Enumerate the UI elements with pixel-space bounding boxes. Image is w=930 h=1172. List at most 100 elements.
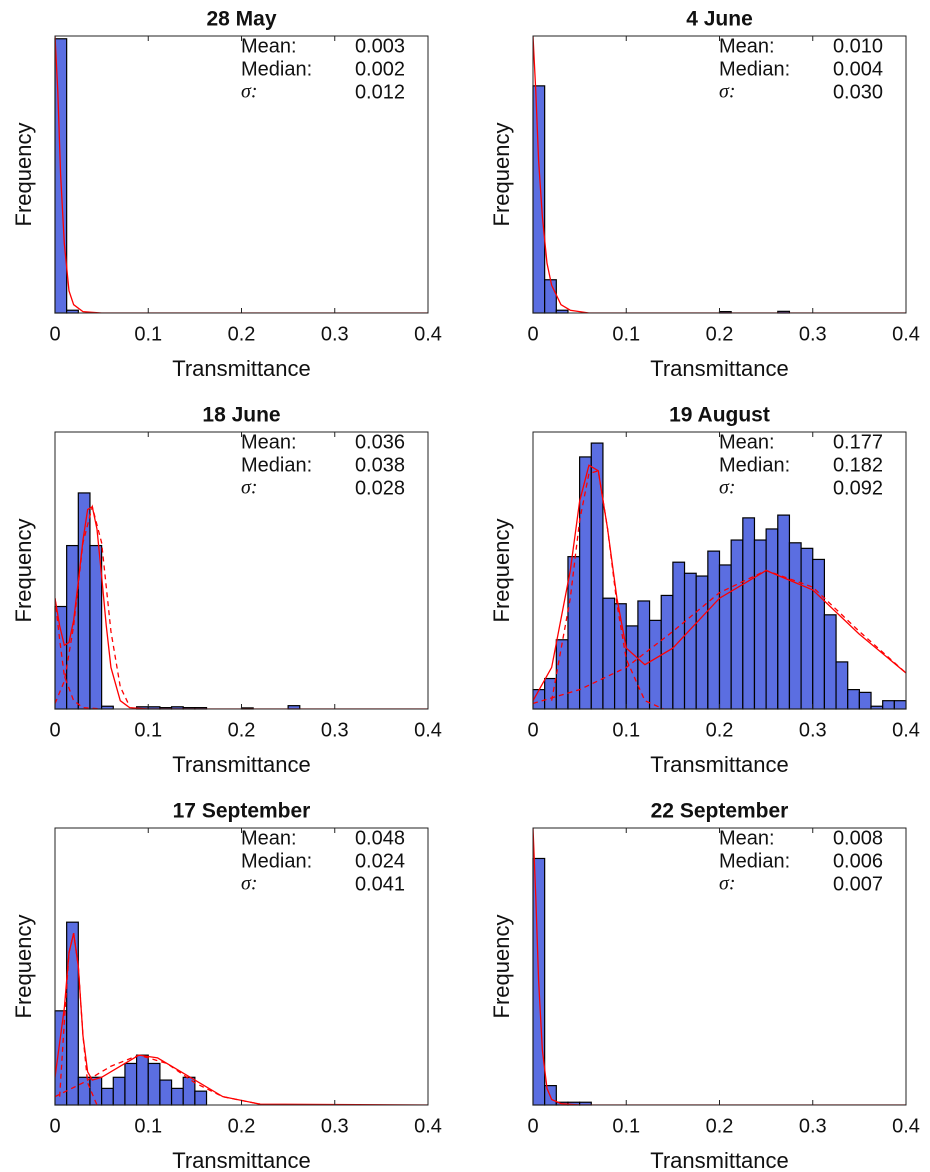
histogram-bar xyxy=(753,539,767,710)
histogram-bar xyxy=(590,442,604,710)
histogram-bar xyxy=(89,544,103,710)
stat-label: Mean: xyxy=(241,827,297,849)
stat-label: Mean: xyxy=(719,431,775,453)
histogram-bar xyxy=(544,677,557,710)
x-tick-label: 0 xyxy=(527,1115,538,1137)
stat-label: σ: xyxy=(241,873,258,895)
x-axis-label: Transmittance xyxy=(172,1148,311,1172)
x-tick-label: 0.1 xyxy=(612,1115,640,1137)
x-tick-label: 0.1 xyxy=(134,323,162,345)
histogram-bar xyxy=(858,691,872,710)
x-tick-label: 0.4 xyxy=(892,323,920,345)
stat-value: 0.004 xyxy=(833,58,883,80)
histogram-bar xyxy=(637,600,651,710)
histogram-panel: 19 August Transmittance Frequency 0 0.1 0.2 0.… xyxy=(489,404,920,777)
histogram-bar xyxy=(555,639,569,710)
fit-curve xyxy=(533,36,906,313)
histogram-bar xyxy=(124,1062,138,1106)
histogram-panel: 18 June Transmittance Frequency 0 0.1 0.2 0.3 0… xyxy=(11,404,442,777)
x-tick-label: 0.3 xyxy=(799,1115,827,1137)
stat-value: 0.038 xyxy=(355,454,405,476)
histogram-bar xyxy=(602,597,616,710)
x-tick-label: 0.2 xyxy=(228,719,256,741)
x-tick-label: 0.2 xyxy=(706,1115,734,1137)
x-tick-label: 0.4 xyxy=(414,323,442,345)
stat-value: 0.182 xyxy=(833,454,883,476)
stat-label: Mean: xyxy=(241,431,297,453)
x-tick-label: 0.4 xyxy=(892,1115,920,1137)
fit-curve xyxy=(55,933,428,1105)
x-tick-label: 0 xyxy=(527,719,538,741)
histogram-bar xyxy=(695,575,709,710)
x-tick-label: 0.3 xyxy=(321,719,349,741)
y-axis-label: Frequency xyxy=(489,519,514,623)
histogram-bar xyxy=(532,689,546,710)
histogram-bar xyxy=(835,661,849,710)
stat-value: 0.024 xyxy=(355,850,405,872)
histogram-bar xyxy=(567,556,581,710)
stat-value: 0.041 xyxy=(355,873,405,895)
histogram-bar xyxy=(812,558,826,710)
x-tick-label: 0 xyxy=(49,719,60,741)
histogram-bar xyxy=(194,1090,208,1106)
stat-value: 0.010 xyxy=(833,35,883,57)
histogram-bar xyxy=(800,547,814,710)
x-tick-label: 0.2 xyxy=(228,323,256,345)
y-axis-label: Frequency xyxy=(11,123,36,227)
panel-title: 18 June xyxy=(202,404,280,427)
y-axis-label: Frequency xyxy=(489,123,514,227)
stat-label: Mean: xyxy=(719,35,775,57)
x-tick-label: 0.3 xyxy=(321,323,349,345)
histogram-bar xyxy=(147,1062,161,1106)
x-tick-label: 0.4 xyxy=(414,1115,442,1137)
stat-label: Median: xyxy=(719,454,790,476)
histogram-bar xyxy=(101,1087,114,1106)
fit-curve xyxy=(533,569,906,705)
stat-label: σ: xyxy=(241,81,258,103)
stat-value: 0.002 xyxy=(355,58,405,80)
stat-label: σ: xyxy=(719,81,736,103)
x-tick-label: 0.3 xyxy=(321,1115,349,1137)
histogram-bar xyxy=(112,1076,126,1106)
histogram-bar xyxy=(54,1010,68,1106)
histogram-panel: 28 May Transmittance Frequency 0 0.1 0.2 0.3 0.… xyxy=(11,8,442,381)
x-axis-label: Transmittance xyxy=(650,752,789,777)
stat-value: 0.006 xyxy=(833,850,883,872)
histogram-bar xyxy=(707,550,721,710)
fit-curve xyxy=(55,504,131,707)
histogram-bar xyxy=(170,1087,184,1106)
x-tick-label: 0.4 xyxy=(414,719,442,741)
fit-curve xyxy=(59,933,98,1105)
stat-value: 0.028 xyxy=(355,477,405,499)
histogram-panel: 22 September Transmittance Frequency 0 0.1 0.… xyxy=(489,800,920,1172)
histogram-bar xyxy=(54,605,68,710)
x-tick-label: 0.1 xyxy=(134,719,162,741)
x-tick-label: 0 xyxy=(527,323,538,345)
x-axis-label: Transmittance xyxy=(172,752,311,777)
histogram-bar xyxy=(135,1054,149,1106)
stat-value: 0.003 xyxy=(355,35,405,57)
x-tick-label: 0.2 xyxy=(706,719,734,741)
histogram-bar xyxy=(730,539,744,710)
histogram-bar xyxy=(672,561,686,710)
x-tick-label: 0 xyxy=(49,1115,60,1137)
x-tick-label: 0.3 xyxy=(799,719,827,741)
panel-title: 17 September xyxy=(173,800,311,823)
histogram-bar xyxy=(777,514,791,710)
y-axis-label: Frequency xyxy=(11,915,36,1019)
stat-value: 0.012 xyxy=(355,81,405,103)
stat-label: σ: xyxy=(241,477,258,499)
x-tick-label: 0.3 xyxy=(799,323,827,345)
histogram-bar xyxy=(648,619,662,710)
histogram-bar xyxy=(742,517,756,710)
histogram-bar xyxy=(159,1079,173,1106)
stat-label: σ: xyxy=(719,477,736,499)
stat-value: 0.030 xyxy=(833,81,883,103)
panel-title: 22 September xyxy=(651,800,789,823)
stat-label: Median: xyxy=(241,850,312,872)
x-tick-label: 0.2 xyxy=(228,1115,256,1137)
x-axis-label: Transmittance xyxy=(650,356,789,381)
histogram-bar xyxy=(788,542,802,710)
stat-label: Median: xyxy=(719,850,790,872)
